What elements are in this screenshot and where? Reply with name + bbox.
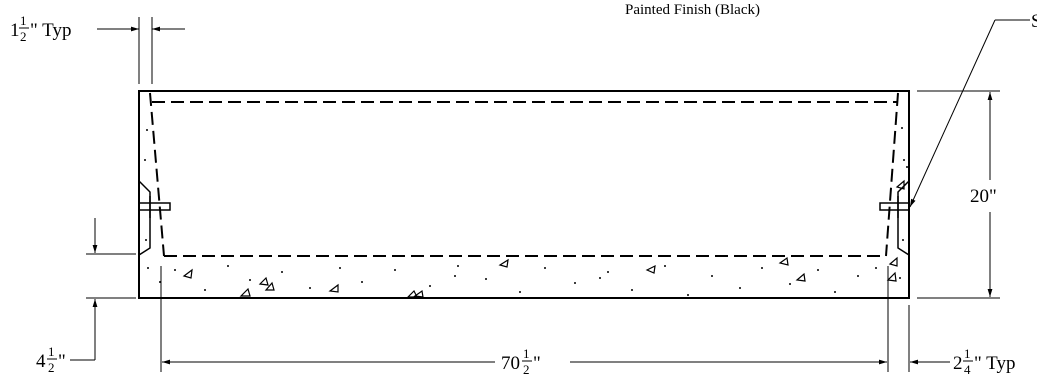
wall-thickness-denominator: 2 bbox=[20, 29, 27, 44]
right-wall-connector bbox=[879, 180, 910, 256]
offset-numerator: 1 bbox=[964, 346, 971, 361]
finish-label: Painted Finish (Black) bbox=[625, 2, 760, 18]
base-thickness-dimension bbox=[70, 218, 136, 361]
base-thickness-whole: 4 bbox=[36, 351, 46, 372]
height-dimension bbox=[917, 90, 1000, 299]
wall-thickness-whole: 1 bbox=[10, 20, 20, 41]
base-thickness-denominator: 2 bbox=[48, 360, 55, 375]
planter-outline bbox=[138, 90, 910, 299]
length-numerator: 1 bbox=[523, 346, 530, 361]
concrete-aggregate bbox=[182, 179, 905, 298]
right-edge-leader bbox=[909, 19, 1030, 208]
concrete-stipple bbox=[144, 127, 908, 296]
right-edge-label: S bbox=[1031, 11, 1037, 32]
offset-denominator: 4 bbox=[964, 362, 971, 377]
offset-suffix: " Typ bbox=[974, 353, 1015, 374]
length-denominator: 2 bbox=[523, 362, 530, 377]
base-thickness-suffix: " bbox=[58, 351, 66, 372]
height-label: 20" bbox=[970, 186, 997, 207]
wall-thickness-numerator: 1 bbox=[20, 13, 27, 28]
offset-dimension bbox=[908, 305, 950, 372]
length-whole: 70 bbox=[501, 353, 520, 374]
length-suffix: " bbox=[533, 353, 541, 374]
wall-thickness-suffix: " Typ bbox=[30, 20, 71, 41]
wall-thickness-dimension bbox=[97, 17, 185, 84]
base-thickness-numerator: 1 bbox=[48, 344, 55, 359]
offset-whole: 2 bbox=[953, 353, 963, 374]
left-wall-connector bbox=[138, 180, 171, 256]
length-dimension bbox=[160, 266, 889, 372]
inner-liner-dashed bbox=[149, 92, 899, 257]
